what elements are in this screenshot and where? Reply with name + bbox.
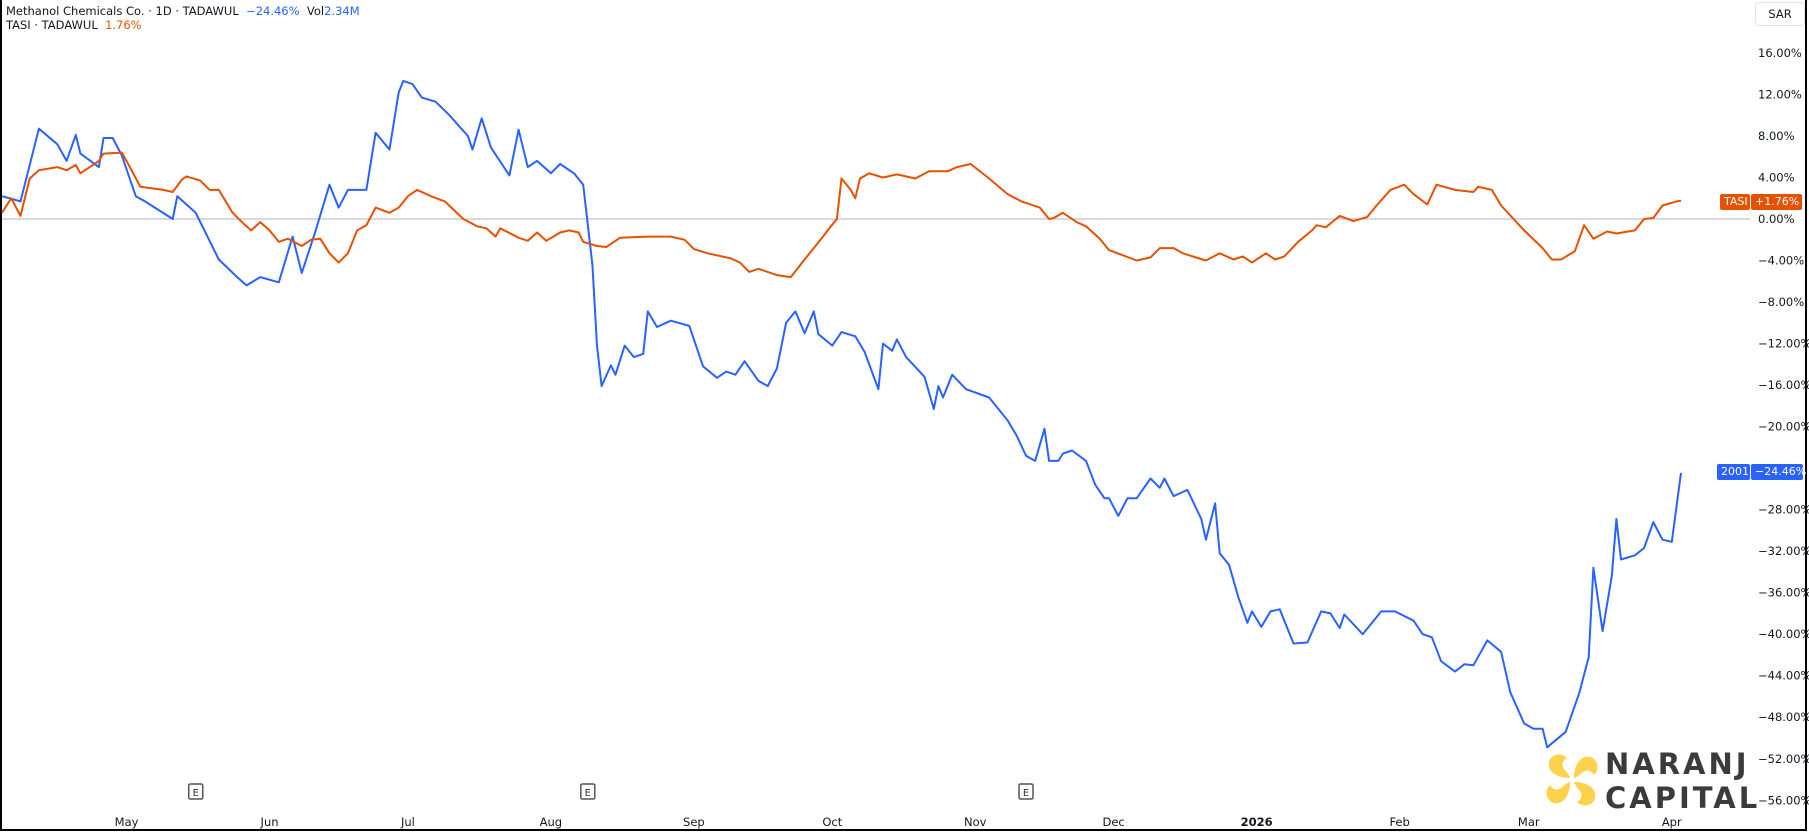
y-tick-label: −44.00%: [1758, 669, 1809, 683]
legend-main-change: −24.46%: [246, 4, 300, 18]
x-tick-label: Aug: [540, 815, 562, 829]
x-tick-label: Oct: [822, 815, 842, 829]
earnings-marker-label: E: [193, 788, 199, 799]
y-tick-label: −56.00%: [1758, 793, 1809, 807]
y-tick-label: 12.00%: [1758, 87, 1802, 101]
legend: Methanol Chemicals Co. · 1D · TADAWUL −2…: [6, 4, 360, 32]
legend-compare-name: TASI: [6, 18, 31, 32]
y-axis[interactable]: 16.00% 12.00% 8.00% 4.00% 0.00% −4.00% −8.00% −…: [1758, 46, 1809, 807]
x-tick-label: Nov: [964, 815, 987, 829]
price-tag-compare-symbol: TASI: [1720, 194, 1750, 210]
y-tick-label: 4.00%: [1758, 170, 1795, 184]
y-tick-label: −32.00%: [1758, 544, 1809, 558]
y-tick-label: −16.00%: [1758, 378, 1809, 392]
logo-text-capital: CAPITAL: [1605, 781, 1761, 815]
legend-main-exchange: TADAWUL: [182, 4, 239, 18]
y-tick-label: −36.00%: [1758, 586, 1809, 600]
earnings-marker-label: E: [1023, 788, 1029, 799]
legend-separator: ·: [148, 4, 152, 18]
y-tick-label: −48.00%: [1758, 710, 1809, 724]
y-tick-label: −28.00%: [1758, 503, 1809, 517]
y-tick-label: −12.00%: [1758, 337, 1809, 351]
legend-compare-series[interactable]: TASI · TADAWUL 1.76%: [6, 18, 360, 32]
legend-separator: ·: [34, 18, 39, 32]
y-tick-label: −52.00%: [1758, 752, 1809, 766]
price-tag-compare-value: +1.76%: [1751, 194, 1802, 210]
x-tick-label: Apr: [1662, 815, 1682, 829]
y-tick-label: 16.00%: [1758, 46, 1802, 60]
earnings-marker[interactable]: E: [1018, 783, 1034, 800]
earnings-marker-box: [580, 783, 596, 800]
legend-separator: ·: [175, 4, 179, 18]
earnings-marker-box: [1018, 783, 1034, 800]
x-tick-label: May: [115, 815, 139, 829]
earnings-marker-label: E: [585, 788, 591, 799]
legend-compare-change: 1.76%: [105, 18, 142, 32]
legend-vol-label: Vol: [306, 4, 325, 18]
legend-main-series[interactable]: Methanol Chemicals Co. · 1D · TADAWUL −2…: [6, 4, 360, 18]
series-lines: [1, 79, 1682, 749]
y-tick-label: 0.00%: [1758, 212, 1795, 226]
y-tick-label: −8.00%: [1758, 295, 1804, 309]
x-tick-label: 2026: [1241, 815, 1273, 829]
earnings-marker[interactable]: E: [187, 783, 204, 800]
x-tick-label: Jun: [260, 815, 279, 829]
x-tick-label: Mar: [1518, 815, 1540, 829]
series-line-2001[interactable]: [1, 79, 1682, 749]
legend-compare-exchange: TADAWUL: [41, 18, 98, 32]
price-tag-main-value: −24.46%: [1751, 464, 1806, 480]
y-tick-label: −40.00%: [1758, 627, 1809, 641]
earnings-marker-box: [187, 783, 204, 800]
series-line-tasi[interactable]: [1, 151, 1682, 279]
x-tick-label: Feb: [1389, 815, 1409, 829]
earnings-marker[interactable]: E: [580, 783, 596, 800]
y-tick-label: −20.00%: [1758, 420, 1809, 434]
naranj-capital-logo: NARANJ CAPITAL: [1545, 747, 1761, 815]
x-tick-label: Dec: [1103, 815, 1125, 829]
x-axis[interactable]: May Jun Jul Aug Sep Oct Nov Dec 2026 Feb Mar Apr: [115, 815, 1682, 829]
currency-button[interactable]: SAR: [1755, 2, 1805, 26]
legend-main-interval: 1D: [155, 4, 172, 18]
legend-main-name: Methanol Chemicals Co.: [6, 4, 145, 18]
logo-text-naranj: NARANJ: [1605, 747, 1750, 781]
x-tick-label: Sep: [683, 815, 705, 829]
legend-vol-value: 2.34M: [324, 4, 360, 18]
flower-logo-icon: [1546, 754, 1598, 806]
price-tag-main-symbol: 2001: [1717, 464, 1750, 480]
y-tick-label: −4.00%: [1758, 254, 1804, 268]
y-tick-label: 8.00%: [1758, 129, 1795, 143]
x-tick-label: Jul: [400, 815, 415, 829]
